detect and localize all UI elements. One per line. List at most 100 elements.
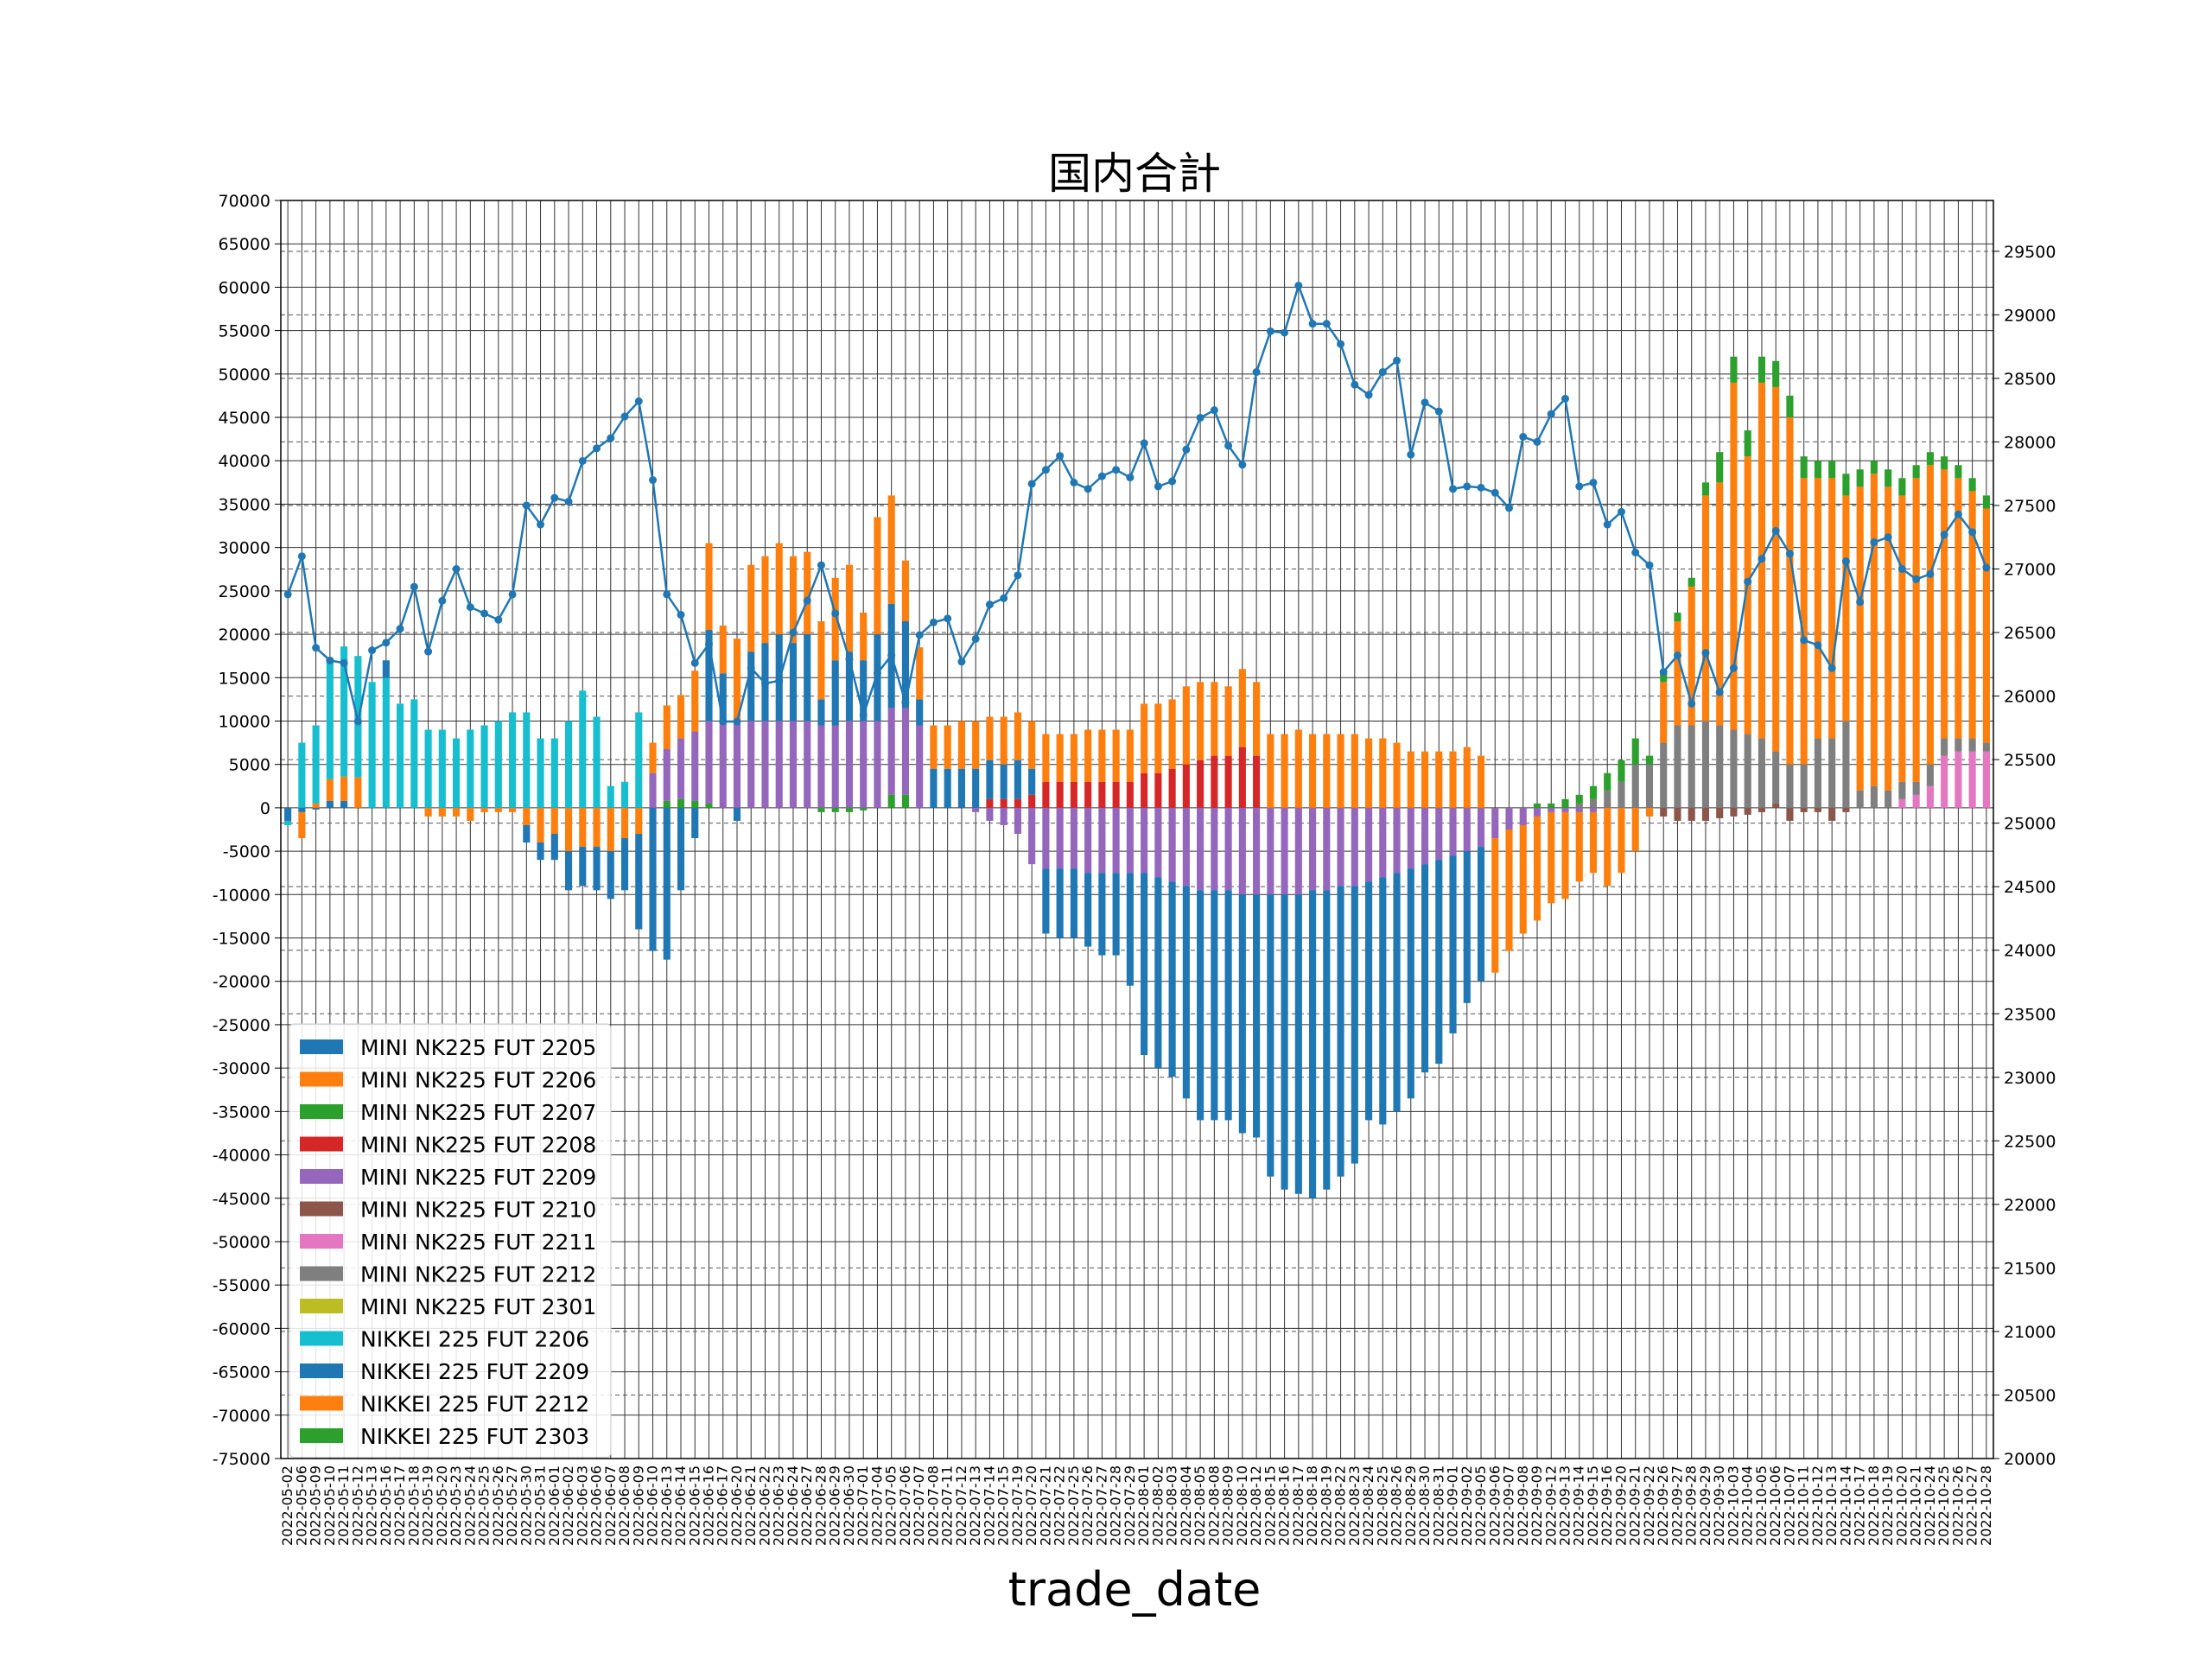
price-line-point xyxy=(957,658,966,666)
bar-mini-nk225-fut-2207 xyxy=(901,794,910,808)
bar-mini-nk225-fut-2208 xyxy=(1211,755,1218,808)
bar-nikkei-225-fut-2209 xyxy=(1238,894,1246,1134)
bar-nikkei-225-fut-2212 xyxy=(1575,811,1583,882)
bar-mini-nk225-fut-2208 xyxy=(1238,747,1246,808)
bar-nikkei-225-fut-2212 xyxy=(1744,456,1751,734)
bar-nikkei-225-fut-2212 xyxy=(1898,495,1906,782)
bar-nikkei-225-fut-2206 xyxy=(382,677,390,808)
bar-mini-nk225-fut-2206 xyxy=(620,807,629,839)
x-tick-label: 2022-05-19 xyxy=(420,1465,436,1546)
x-tick-label: 2022-10-17 xyxy=(1852,1465,1868,1546)
price-line-point xyxy=(663,590,671,599)
bar-mini-nk225-fut-2209 xyxy=(691,731,699,801)
bar-mini-nk225-fut-2208 xyxy=(1126,781,1134,808)
x-tick-label: 2022-08-12 xyxy=(1248,1465,1264,1546)
bar-nikkei-225-fut-2212 xyxy=(1042,734,1050,782)
bar-nikkei-225-fut-2209 xyxy=(1477,847,1485,982)
x-tick-label: 2022-09-28 xyxy=(1683,1465,1700,1546)
bar-nikkei-225-fut-2209 xyxy=(1421,864,1429,1073)
bar-nikkei-225-fut-2212 xyxy=(1098,729,1106,782)
price-line-point xyxy=(1000,594,1008,602)
bar-nikkei-225-fut-2209 xyxy=(972,768,980,808)
bar-nikkei-225-fut-2212 xyxy=(1491,838,1499,973)
bar-nikkei-225-fut-2212 xyxy=(887,495,895,604)
price-line-point xyxy=(985,601,994,609)
y2-tick-label: 26500 xyxy=(2004,624,2056,643)
bar-mini-nk225-fut-2209 xyxy=(831,725,839,808)
bar-mini-nk225-fut-2207 xyxy=(705,803,713,808)
bar-nikkei-225-fut-2209 xyxy=(607,851,614,899)
bar-nikkei-225-fut-2209 xyxy=(916,699,924,726)
bar-mini-nk225-fut-2207 xyxy=(845,807,854,812)
bar-mini-nk225-fut-2212 xyxy=(1898,781,1906,799)
bar-nikkei-225-fut-2206 xyxy=(453,738,461,808)
x-tick-label: 2022-07-14 xyxy=(981,1465,997,1546)
x-tick-label: 2022-05-20 xyxy=(434,1465,450,1546)
bar-mini-nk225-fut-2212 xyxy=(1941,738,1948,756)
x-tick-label: 2022-09-13 xyxy=(1557,1465,1573,1546)
bar-nikkei-225-fut-2209 xyxy=(817,699,825,726)
y-tick-label: 20000 xyxy=(219,626,270,645)
x-tick-label: 2022-05-16 xyxy=(378,1465,394,1546)
bar-nikkei-225-fut-2206 xyxy=(550,738,558,808)
y2-tick-label: 23000 xyxy=(2004,1069,2056,1088)
bar-mini-nk225-fut-2207 xyxy=(860,807,868,810)
bar-mini-nk225-fut-2209 xyxy=(874,721,881,808)
bar-nikkei-225-fut-2212 xyxy=(1548,811,1555,904)
bar-nikkei-225-fut-2212 xyxy=(1056,734,1064,782)
bar-nikkei-225-fut-2303 xyxy=(1533,803,1541,808)
bar-nikkei-225-fut-2303 xyxy=(1828,461,1836,479)
bar-nikkei-225-fut-2212 xyxy=(1323,734,1331,808)
bar-nikkei-225-fut-2212 xyxy=(1182,686,1190,765)
bar-nikkei-225-fut-2209 xyxy=(1028,768,1036,795)
bar-nikkei-225-fut-2212 xyxy=(1421,751,1429,808)
x-tick-label: 2022-06-30 xyxy=(841,1465,857,1546)
price-line-point xyxy=(297,552,306,561)
bar-nikkei-225-fut-2303 xyxy=(1885,469,1892,487)
bar-nikkei-225-fut-2212 xyxy=(1814,478,1821,739)
price-line-point xyxy=(1182,445,1191,454)
bar-mini-nk225-fut-2209 xyxy=(1141,807,1148,874)
bar-mini-nk225-fut-2207 xyxy=(677,798,685,808)
price-line-point xyxy=(1407,450,1415,459)
y-tick-label: 30000 xyxy=(219,539,270,558)
bar-mini-nk225-fut-2206 xyxy=(467,807,474,821)
bar-mini-nk225-fut-2212 xyxy=(1744,734,1751,808)
bar-nikkei-225-fut-2212 xyxy=(1561,811,1569,899)
bar-mini-nk225-fut-2209 xyxy=(845,721,854,808)
bar-nikkei-225-fut-2209 xyxy=(1463,851,1471,1003)
x-tick-label: 2022-07-12 xyxy=(953,1465,969,1546)
bar-mini-nk225-fut-2206 xyxy=(607,807,614,852)
x-tick-label: 2022-06-06 xyxy=(588,1465,605,1546)
bar-nikkei-225-fut-2303 xyxy=(1618,760,1625,782)
price-line-point xyxy=(326,656,334,664)
x-tick-label: 2022-06-16 xyxy=(701,1465,717,1546)
bar-nikkei-225-fut-2212 xyxy=(1660,682,1668,743)
price-line-path xyxy=(286,282,1988,723)
bar-nikkei-225-fut-2206 xyxy=(467,729,474,808)
bar-nikkei-225-fut-2303 xyxy=(1870,461,1878,474)
bar-mini-nk225-fut-2206 xyxy=(593,807,601,848)
price-line-point xyxy=(1617,507,1625,516)
price-line-point xyxy=(1070,478,1078,486)
bar-nikkei-225-fut-2212 xyxy=(1701,495,1710,721)
bar-nikkei-225-fut-2209 xyxy=(1337,886,1344,1177)
x-tick-label: 2022-07-04 xyxy=(868,1465,885,1546)
bar-mini-nk225-fut-2207 xyxy=(817,807,825,812)
bar-nikkei-225-fut-2212 xyxy=(1968,491,1976,739)
bar-mini-nk225-fut-2212 xyxy=(1828,738,1836,808)
price-line-point xyxy=(747,664,755,672)
bar-mini-nk225-fut-2212 xyxy=(1842,721,1850,808)
bar-mini-nk225-fut-2206 xyxy=(537,807,544,843)
legend-entry: MINI NK225 FUT 2209 xyxy=(360,1165,596,1190)
bar-nikkei-225-fut-2212 xyxy=(1028,721,1036,769)
x-tick-label: 2022-08-08 xyxy=(1205,1465,1222,1546)
bar-nikkei-225-fut-2209 xyxy=(831,660,839,726)
legend-entry: NIKKEI 225 FUT 2206 xyxy=(360,1327,589,1352)
price-line-point xyxy=(845,655,854,664)
price-line-point xyxy=(1715,688,1724,696)
bar-nikkei-225-fut-2206 xyxy=(508,712,517,808)
bar-mini-nk225-fut-2208 xyxy=(1014,798,1021,808)
bar-nikkei-225-fut-2209 xyxy=(1323,890,1331,1190)
x-tick-label: 2022-07-08 xyxy=(925,1465,941,1546)
